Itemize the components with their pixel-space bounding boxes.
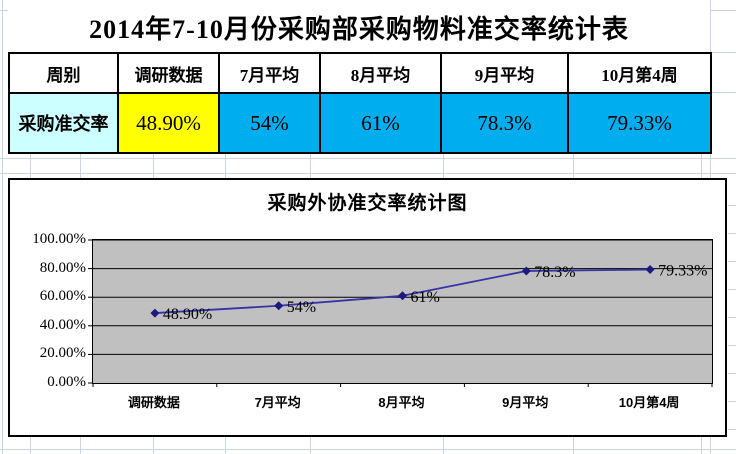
sheet-title: 2014年7-10月份采购部采购物料准交率统计表 [89, 15, 629, 44]
x-axis-label: 调研数据 [127, 395, 180, 410]
header-cell-3[interactable]: 8月平均 [321, 54, 442, 94]
stats-table: 周别 调研数据 7月平均 8月平均 9月平均 10月第4周 采购准交率 48.90% 54% 6… [8, 52, 712, 154]
value-cell-1[interactable]: 54% [220, 94, 321, 154]
header-cell-5[interactable]: 10月第4周 [569, 54, 712, 94]
value-cell-3[interactable]: 78.3% [442, 94, 569, 154]
table-data-row: 采购准交率 48.90% 54% 61% 78.3% 79.33% [10, 94, 712, 154]
chart-plot-area: 48.90% 54% 61% 78.3% 79.33% [88, 239, 713, 387]
x-axis-label: 8月平均 [378, 395, 425, 410]
header-cell-1[interactable]: 调研数据 [119, 54, 220, 94]
data-point-label: 48.90% [163, 306, 212, 323]
y-axis-label: 100.00% [32, 231, 86, 247]
data-point-marker [521, 266, 531, 276]
data-point-label: 61% [411, 289, 440, 306]
value-cell-4[interactable]: 79.33% [569, 94, 712, 154]
chart-series-svg: 48.90% 54% 61% 78.3% 79.33% [88, 239, 713, 387]
y-axis-label: 60.00% [39, 288, 86, 305]
chart-x-axis: 调研数据 7月平均 8月平均 9月平均 10月第4周 [92, 392, 711, 412]
y-axis-label: 20.00% [39, 345, 86, 362]
x-axis-label: 10月第4周 [618, 395, 680, 410]
x-axis-label: 9月平均 [502, 395, 549, 410]
data-point-marker [150, 308, 160, 318]
data-point-marker [274, 301, 284, 311]
data-point-label: 54% [287, 299, 316, 316]
chart-title: 采购外协准交率统计图 [267, 193, 468, 214]
data-point-marker [645, 265, 655, 275]
data-point-label: 79.33% [658, 263, 707, 280]
data-point-label: 78.3% [534, 264, 575, 281]
value-cell-2[interactable]: 61% [321, 94, 442, 154]
data-point-marker [398, 291, 407, 301]
header-cell-4[interactable]: 9月平均 [442, 54, 569, 94]
x-axis-label: 7月平均 [254, 395, 301, 410]
header-cell-0[interactable]: 周别 [10, 54, 119, 94]
embedded-chart[interactable]: 采购外协准交率统计图 100.00% 80.00% 60.00% 40.00% 20.0… [8, 178, 727, 437]
chart-y-axis: 100.00% 80.00% 60.00% 40.00% 20.00% 0.00% [10, 231, 86, 390]
y-axis-label: 0.00% [47, 374, 86, 390]
y-axis-label: 80.00% [39, 259, 86, 276]
value-cell-0[interactable]: 48.90% [119, 94, 220, 154]
row-label-cell[interactable]: 采购准交率 [10, 94, 119, 154]
header-cell-2[interactable]: 7月平均 [220, 54, 321, 94]
y-axis-label: 40.00% [39, 316, 86, 333]
table-header-row: 周别 调研数据 7月平均 8月平均 9月平均 10月第4周 [10, 54, 712, 94]
